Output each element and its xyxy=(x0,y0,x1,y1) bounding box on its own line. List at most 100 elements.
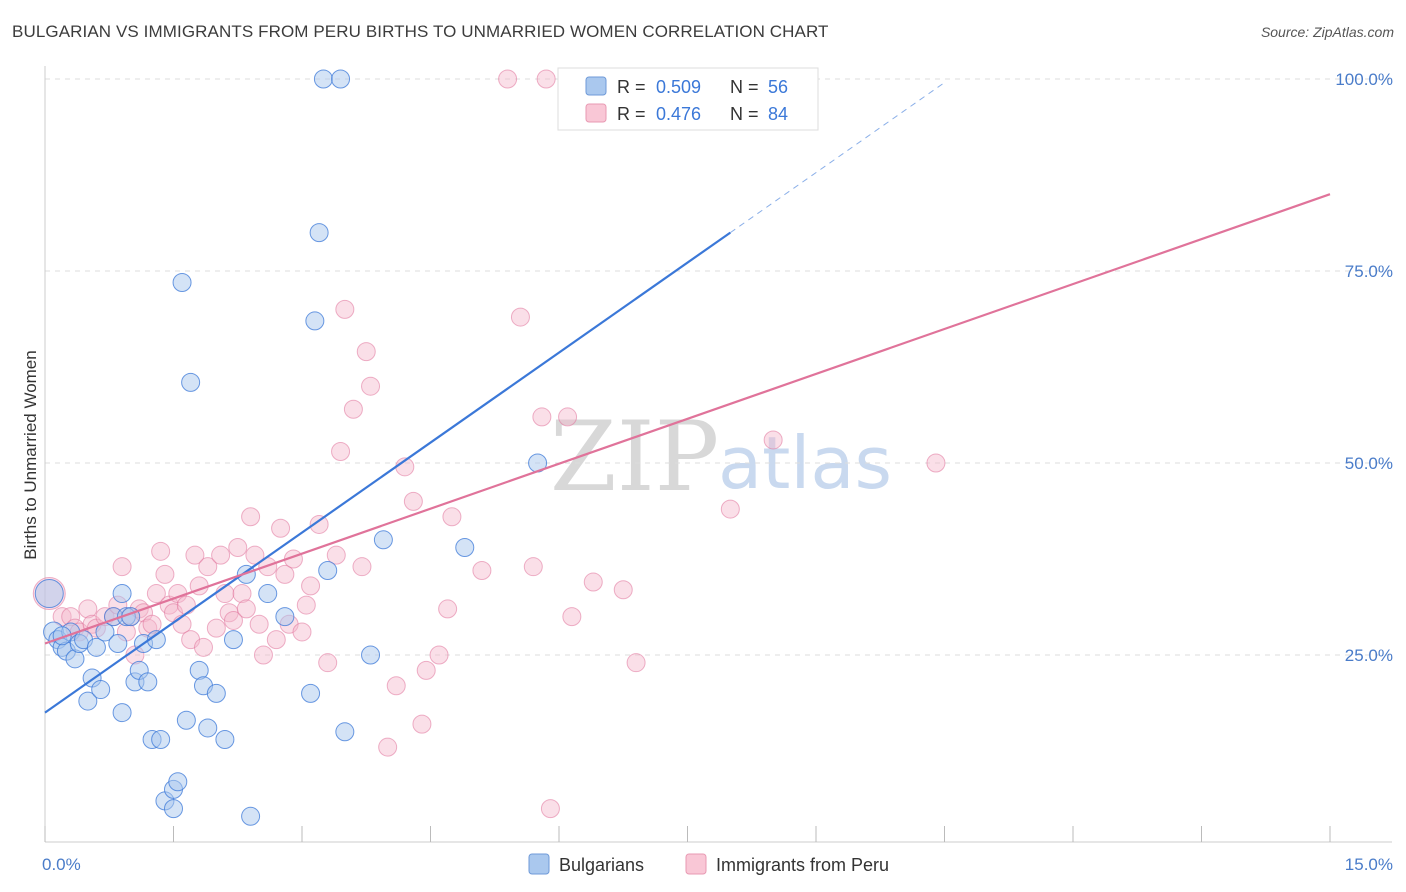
peru-point-5 xyxy=(78,599,98,619)
peru-point-74 xyxy=(523,557,543,577)
peru-point-40 xyxy=(241,507,261,527)
bulgarian-point-48 xyxy=(318,561,338,581)
legend-r-label-1: R = xyxy=(617,77,646,97)
bulgarian-point-55 xyxy=(52,626,72,646)
x-tick-label-0: 0.0% xyxy=(42,855,81,874)
peru-point-47 xyxy=(275,564,295,584)
peru-point-77 xyxy=(540,799,560,819)
peru-point-55 xyxy=(326,545,346,565)
bulgarian-point-9 xyxy=(78,691,98,711)
peru-point-53 xyxy=(309,514,329,534)
bulgarian-point-15 xyxy=(108,633,128,653)
bulgarian-point-40 xyxy=(236,564,256,584)
bulgarian-point-50 xyxy=(335,722,355,742)
bulgarian-point-42 xyxy=(258,584,278,604)
peru-point-75 xyxy=(532,407,552,427)
peru-point-30 xyxy=(193,637,213,657)
peru-point-21 xyxy=(155,564,175,584)
peru-point-28 xyxy=(185,545,205,565)
peru-point-76 xyxy=(536,69,556,89)
peru-point-59 xyxy=(352,557,372,577)
peru-point-31 xyxy=(198,557,218,577)
peru-point-38 xyxy=(232,584,252,604)
bulgarian-point-39 xyxy=(223,630,243,650)
bottom-legend-bulgarians: Bulgarians xyxy=(559,855,644,875)
peru-point-82 xyxy=(626,653,646,673)
peru-point-78 xyxy=(558,407,578,427)
peru-point-69 xyxy=(438,599,458,619)
bulgarian-point-38 xyxy=(215,729,235,749)
peru-point-56 xyxy=(331,441,351,461)
bulgarian-point-46 xyxy=(309,223,329,243)
peru-point-46 xyxy=(271,518,291,538)
bulgarian-point-47 xyxy=(313,69,333,89)
legend-swatch-pink xyxy=(585,103,607,123)
peru-point-58 xyxy=(343,399,363,419)
bulgarian-point-30 xyxy=(168,772,188,792)
legend-n-value-1: 56 xyxy=(768,77,788,97)
legend-n-value-2: 84 xyxy=(768,104,788,124)
y-tick-label-0: 25.0% xyxy=(1345,646,1393,665)
peru-point-63 xyxy=(386,676,406,696)
bulgarian-point-45 xyxy=(305,311,325,331)
y-tick-label-3: 100.0% xyxy=(1335,70,1393,89)
bulgarian-point-43 xyxy=(275,607,295,627)
bulgarian-point-51 xyxy=(361,645,381,665)
peru-point-37 xyxy=(228,537,248,557)
y-tick-label-2: 75.0% xyxy=(1345,262,1393,281)
bulgarian-point-11 xyxy=(86,637,106,657)
bulgarian-trend-line xyxy=(44,231,731,714)
bulgarian-points xyxy=(34,69,548,826)
peru-point-36 xyxy=(223,610,243,630)
legend-r-value-2: 0.476 xyxy=(656,104,701,124)
legend-swatch-blue xyxy=(585,76,607,96)
x-tick-label-1: 15.0% xyxy=(1345,855,1393,874)
bulgarian-point-12 xyxy=(91,680,111,700)
bulgarian-point-32 xyxy=(176,710,196,730)
peru-point-79 xyxy=(562,607,582,627)
peru-point-60 xyxy=(356,342,376,362)
peru-point-65 xyxy=(403,491,423,511)
peru-point-61 xyxy=(361,376,381,396)
bulgarian-point-52 xyxy=(373,530,393,550)
peru-point-81 xyxy=(613,580,633,600)
bulgarian-point-0 xyxy=(34,579,64,609)
source-label: Source: ZipAtlas.com xyxy=(1260,24,1394,40)
bottom-legend-swatch-bulgarians xyxy=(528,853,550,875)
bulgarian-point-44 xyxy=(301,683,321,703)
peru-point-20 xyxy=(151,541,171,561)
legend-r-value-1: 0.509 xyxy=(656,77,701,97)
peru-point-43 xyxy=(253,645,273,665)
peru-point-26 xyxy=(176,595,196,615)
peru-point-71 xyxy=(472,561,492,581)
peru-point-42 xyxy=(249,614,269,634)
peru-point-11 xyxy=(112,557,132,577)
bulgarian-point-33 xyxy=(181,372,201,392)
bulgarian-point-49 xyxy=(331,69,351,89)
peru-point-68 xyxy=(429,645,449,665)
peru-point-85 xyxy=(763,430,783,450)
peru-point-57 xyxy=(335,299,355,319)
peru-point-33 xyxy=(211,545,231,565)
peru-point-84 xyxy=(720,499,740,519)
bulgarian-point-37 xyxy=(206,683,226,703)
peru-point-19 xyxy=(146,584,166,604)
peru-point-70 xyxy=(442,507,462,527)
bottom-legend-peru: Immigrants from Peru xyxy=(716,855,889,875)
peru-point-72 xyxy=(498,69,518,89)
legend-n-label-1: N = xyxy=(730,77,759,97)
chart-title: BULGARIAN VS IMMIGRANTS FROM PERU BIRTHS… xyxy=(12,22,829,41)
peru-point-32 xyxy=(206,618,226,638)
peru-point-62 xyxy=(378,737,398,757)
peru-point-54 xyxy=(318,653,338,673)
trend-lines xyxy=(44,82,1331,714)
y-axis-label: Births to Unmarried Women xyxy=(21,350,40,559)
tick-labels: 25.0% 50.0% 75.0% 100.0% 0.0% 15.0% xyxy=(42,70,1393,874)
bottom-legend-swatch-peru xyxy=(685,853,707,875)
legend-r-label-2: R = xyxy=(617,104,646,124)
stats-legend: R = 0.509 N = 56 R = 0.476 N = 84 xyxy=(557,67,819,131)
peru-trend-line xyxy=(44,193,1331,645)
peru-point-80 xyxy=(583,572,603,592)
peru-point-39 xyxy=(236,599,256,619)
